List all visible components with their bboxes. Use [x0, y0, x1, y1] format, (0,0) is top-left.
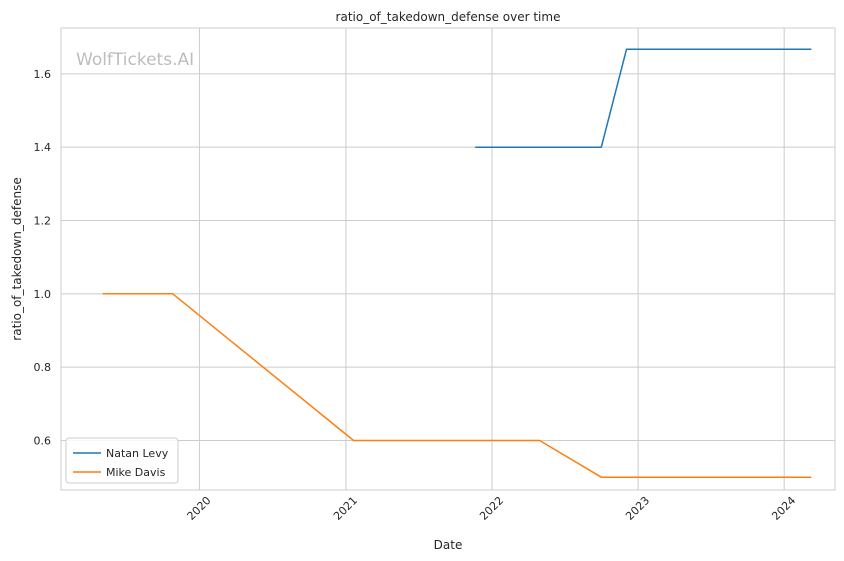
x-axis-title: Date — [434, 538, 463, 552]
series-line-natan-levy — [475, 48, 812, 148]
series-line-mike-davis — [102, 293, 812, 478]
y-tick-label: 1.2 — [34, 215, 52, 228]
y-tick-label: 0.6 — [34, 435, 52, 448]
watermark-text: WolfTickets.AI — [76, 50, 194, 70]
grid-lines — [61, 28, 835, 490]
legend-label-natan-levy: Natan Levy — [106, 447, 169, 460]
y-tick-label: 1.4 — [34, 141, 52, 154]
plot-frame — [60, 27, 836, 491]
y-tick-label: 0.8 — [34, 361, 52, 374]
y-axis-title: ratio_of_takedown_defense — [10, 177, 24, 340]
series-layer — [102, 48, 812, 478]
legend-label-mike-davis: Mike Davis — [106, 466, 166, 479]
chart-title: ratio_of_takedown_defense over time — [336, 10, 561, 24]
y-tick-label: 1.0 — [34, 288, 52, 301]
legend: Natan Levy Mike Davis — [65, 437, 179, 484]
y-tick-label: 1.6 — [34, 68, 52, 81]
